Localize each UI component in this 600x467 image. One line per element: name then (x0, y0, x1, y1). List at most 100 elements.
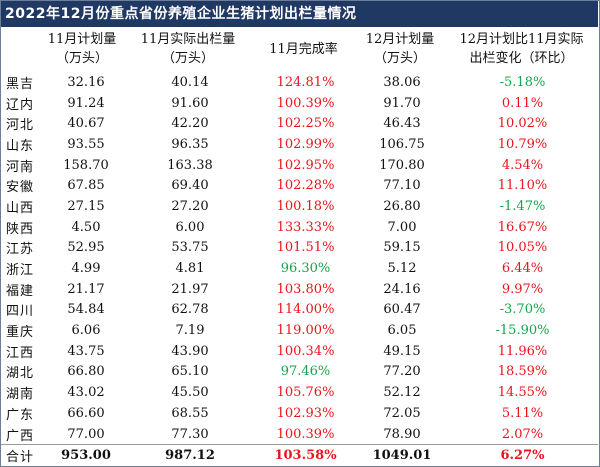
dec-plan-cell: 106.75 (379, 136, 425, 152)
nov-actual-cell: 77.30 (171, 426, 209, 442)
nov-plan-cell: 4.99 (71, 261, 101, 277)
header-completion-line1: 11月完成率 (269, 42, 338, 57)
nov-plan-cell: 4.50 (71, 219, 101, 235)
table-row: 江西 43.75 43.90 100.34% 49.15 11.96% (1, 341, 598, 362)
province-cell: 重庆 (6, 325, 35, 341)
table-row: 河南 158.70 163.38 102.95% 170.80 4.54% (1, 155, 598, 176)
header-nov-actual-line2: （万头） (161, 51, 214, 66)
dec-plan-cell: 49.15 (383, 343, 421, 359)
table-row: 山东 93.55 96.35 102.99% 106.75 10.79% (1, 134, 598, 155)
province-cell: 山东 (6, 138, 35, 154)
dec-plan-cell: 77.10 (383, 178, 421, 194)
completion-cell: 96.30% (280, 261, 331, 277)
province-cell: 山西 (6, 200, 35, 216)
province-cell: 广西 (6, 428, 35, 444)
dec-plan-cell: 6.05 (387, 323, 417, 339)
header-nov-plan-line1: 11月计划量 (47, 32, 117, 47)
completion-cell: 124.81% (276, 74, 335, 90)
nov-actual-cell: 21.97 (171, 281, 209, 297)
nov-plan-cell: 93.55 (67, 136, 105, 152)
change-cell: 0.11% (501, 95, 544, 111)
province-cell: 陕西 (6, 221, 35, 237)
dec-plan-cell: 1049.01 (357, 444, 447, 467)
nov-actual-cell: 45.50 (171, 385, 209, 401)
completion-cell: 133.33% (276, 219, 335, 235)
change-cell: 18.59% (497, 364, 548, 380)
nov-actual-cell: 62.78 (171, 302, 209, 318)
dec-plan-cell: 170.80 (379, 157, 425, 173)
nov-plan-cell: 21.17 (67, 281, 105, 297)
dec-plan-cell: 77.20 (383, 364, 421, 380)
province-cell: 江西 (6, 345, 35, 361)
header-dec-plan: 12月计划量 （万头） (355, 30, 445, 72)
change-cell: 6.44% (501, 261, 544, 277)
change-cell: -3.70% (499, 302, 546, 318)
nov-actual-cell: 163.38 (167, 157, 213, 173)
change-cell: 9.97% (501, 281, 544, 297)
table-row: 辽内 91.24 91.60 100.39% 91.70 0.11% (1, 93, 598, 114)
change-cell: 16.67% (497, 219, 548, 235)
header-nov-plan: 11月计划量 （万头） (42, 30, 122, 72)
nov-actual-cell: 91.60 (171, 95, 209, 111)
completion-cell: 100.39% (276, 95, 335, 111)
nov-plan-cell: 43.02 (67, 385, 105, 401)
table-row: 黑吉 32.16 40.14 124.81% 38.06 -5.18% (1, 72, 598, 93)
completion-cell: 100.34% (276, 343, 335, 359)
change-cell: -1.47% (499, 198, 546, 214)
table-row: 福建 21.17 21.97 103.80% 24.16 9.97% (1, 279, 598, 300)
total-row: 合计 953.00 987.12 103.58% 1049.01 6.27% (1, 444, 598, 467)
province-cell: 安徽 (6, 180, 35, 196)
change-cell: -15.90% (495, 323, 550, 339)
nov-actual-cell: 69.40 (171, 178, 209, 194)
dec-plan-cell: 38.06 (383, 74, 421, 90)
change-cell: 2.07% (501, 426, 544, 442)
completion-cell: 102.93% (276, 405, 335, 421)
nov-actual-cell: 68.55 (171, 405, 209, 421)
table-row: 浙江 4.99 4.81 96.30% 5.12 6.44% (1, 258, 598, 279)
table-row: 安徽 67.85 69.40 102.28% 77.10 11.10% (1, 175, 598, 196)
dec-plan-cell: 24.16 (383, 281, 421, 297)
nov-plan-cell: 27.15 (67, 198, 105, 214)
nov-plan-cell: 77.00 (67, 426, 105, 442)
nov-plan-cell: 91.24 (67, 95, 105, 111)
dec-plan-cell: 5.12 (387, 261, 417, 277)
table-row: 山西 27.15 27.20 100.18% 26.80 -1.47% (1, 196, 598, 217)
table-row: 四川 54.84 62.78 114.00% 60.47 -3.70% (1, 300, 598, 321)
change-cell: 10.05% (497, 240, 548, 256)
nov-plan-cell: 54.84 (67, 302, 105, 318)
province-cell: 浙江 (6, 263, 35, 279)
dec-plan-cell: 26.80 (383, 198, 421, 214)
dec-plan-cell: 60.47 (383, 302, 421, 318)
table-row: 河北 40.67 42.20 102.25% 46.43 10.02% (1, 113, 598, 134)
nov-plan-cell: 6.06 (71, 323, 101, 339)
change-cell: 11.96% (497, 343, 548, 359)
data-table: 黑吉 32.16 40.14 124.81% 38.06 -5.18% 辽内 91.24 91.… (1, 72, 598, 467)
change-cell: 6.27% (447, 444, 598, 467)
province-cell: 河北 (6, 118, 35, 134)
completion-cell: 102.99% (276, 136, 335, 152)
table-row: 湖北 66.80 65.10 97.46% 77.20 18.59% (1, 362, 598, 383)
nov-plan-cell: 953.00 (46, 444, 126, 467)
change-cell: 11.10% (497, 178, 548, 194)
completion-cell: 102.95% (276, 157, 335, 173)
completion-cell: 103.80% (276, 281, 335, 297)
change-cell: 14.55% (497, 385, 548, 401)
nov-actual-cell: 65.10 (171, 364, 209, 380)
province-cell: 湖南 (6, 387, 35, 403)
header-nov-actual-line1: 11月实际出栏量 (140, 32, 236, 47)
dec-plan-cell: 7.00 (387, 219, 417, 235)
completion-cell: 114.00% (276, 302, 335, 318)
nov-plan-cell: 52.95 (67, 240, 105, 256)
nov-actual-cell: 987.12 (126, 444, 254, 467)
table-row: 重庆 6.06 7.19 119.00% 6.05 -15.90% (1, 320, 598, 341)
completion-cell: 101.51% (276, 240, 335, 256)
province-cell: 湖北 (6, 366, 35, 382)
province-cell: 河南 (6, 159, 35, 175)
province-cell: 广东 (6, 407, 35, 423)
header-dec-plan-line1: 12月计划量 (365, 32, 435, 47)
nov-actual-cell: 27.20 (171, 198, 209, 214)
nov-actual-cell: 6.00 (175, 219, 205, 235)
completion-cell: 105.76% (276, 385, 335, 401)
dec-plan-cell: 46.43 (383, 116, 421, 132)
completion-cell: 102.25% (276, 116, 335, 132)
